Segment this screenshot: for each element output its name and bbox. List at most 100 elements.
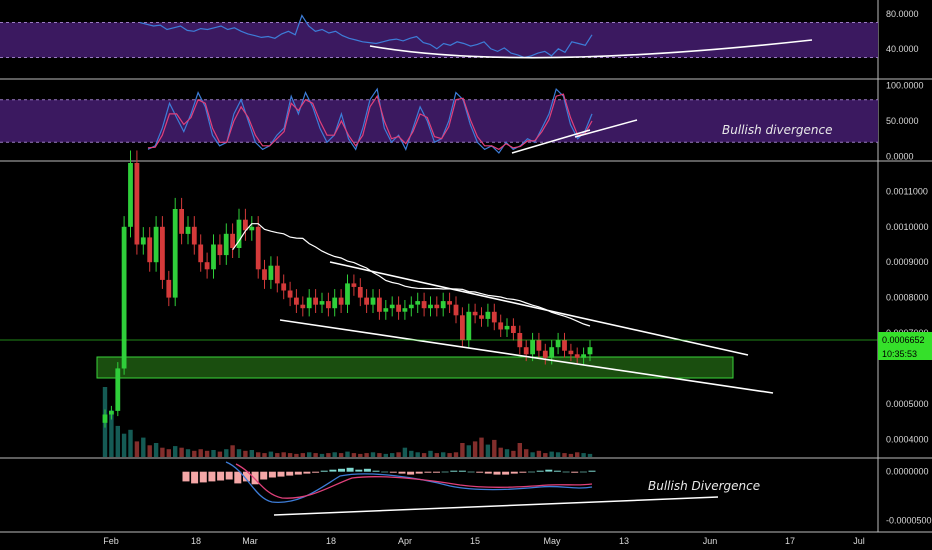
macd-histogram-bar [562, 471, 570, 473]
candle-body [434, 304, 440, 309]
price-pane [0, 150, 878, 457]
candle-body [402, 308, 408, 312]
volume-bar [166, 449, 171, 457]
candle-body [498, 322, 504, 330]
volume-bar [204, 450, 210, 457]
candle-body [147, 237, 153, 263]
rsi-trend-curve [369, 39, 813, 59]
macd-histogram-bar [433, 471, 440, 473]
volume-bar [198, 449, 203, 457]
volume-bar [307, 452, 312, 457]
countdown-value: 10:35:53 [882, 349, 917, 359]
date-label: 13 [619, 536, 629, 546]
volume-bar [249, 450, 254, 457]
stoch-divergence-line-2 [574, 119, 638, 138]
price-tick-label: 0.0005000 [886, 399, 929, 409]
candle-body [268, 265, 274, 280]
candle-body [262, 269, 267, 280]
volume-bar [562, 453, 567, 457]
volume-bar [402, 447, 408, 457]
macd-histogram-bar [467, 471, 475, 473]
candle-body [166, 279, 172, 298]
macd-histogram-bar [294, 471, 302, 475]
date-label: May [543, 536, 561, 546]
volume-bar [281, 452, 286, 457]
volume-bar [313, 453, 318, 457]
macd-histogram-bar [217, 471, 225, 481]
candle-body [326, 301, 331, 309]
candle-body [243, 219, 248, 231]
macd-histogram-bar [424, 471, 432, 473]
candle-body [383, 308, 389, 312]
candle-body [204, 262, 210, 270]
volume-bar [485, 444, 491, 457]
volume-bar [179, 447, 184, 457]
date-label: 18 [326, 536, 336, 546]
macd-histogram-bar [286, 471, 294, 476]
volume-bar [319, 453, 325, 457]
candle-body [294, 297, 299, 305]
volume-bar [383, 453, 388, 457]
rsi-tick-label: 80.0000 [886, 9, 919, 19]
stochastic-pane [0, 87, 878, 154]
volume-bar [326, 453, 331, 457]
macd-histogram-bar [441, 471, 449, 473]
volume-bar [109, 410, 114, 457]
volume-bar [364, 453, 369, 457]
candle-body [332, 297, 338, 309]
candle-body [511, 325, 516, 333]
candle-body [485, 311, 491, 319]
volume-bar [543, 453, 548, 457]
candle-body [491, 311, 497, 323]
last-price-value: 0.0006652 [882, 335, 925, 345]
macd-line [225, 461, 593, 503]
volume-bar [268, 451, 274, 457]
candle-body [351, 283, 357, 287]
macd-histogram-bar [381, 471, 389, 473]
candle-body [504, 325, 510, 330]
date-label: Jul [853, 536, 865, 546]
volume-bar [466, 445, 471, 457]
macd-histogram-bar [320, 470, 328, 472]
volume-bar [224, 449, 229, 457]
stoch-divergence-line-1 [511, 129, 591, 154]
macd-histogram-bar [415, 471, 423, 474]
volume-bar [294, 453, 299, 457]
macd-histogram-bar [493, 471, 501, 475]
macd-annotation: Bullish Divergence [648, 479, 760, 493]
macd-histogram-bar [553, 470, 561, 472]
channel-lower-line [279, 319, 774, 394]
macd-histogram-bar [579, 471, 587, 473]
stoch-band [0, 99, 878, 143]
candle-body [160, 226, 165, 280]
macd-pane [182, 461, 719, 516]
candle-body [377, 297, 382, 312]
macd-histogram-bar [398, 471, 406, 474]
volume-bar [479, 437, 484, 457]
macd-histogram-bar [208, 471, 216, 482]
volume-bar [434, 453, 439, 457]
volume-bar [396, 452, 401, 457]
volume-bar [370, 452, 376, 457]
volume-bar [409, 450, 414, 457]
volume-bar [377, 453, 382, 457]
macd-histogram-bar [510, 471, 518, 474]
volume-bar [134, 441, 140, 457]
candle-body [574, 354, 580, 358]
macd-histogram-bar [277, 471, 285, 477]
candle-body [542, 350, 548, 358]
volume-bar [141, 437, 146, 457]
candle-body [581, 354, 586, 358]
macd-histogram-bar [588, 470, 596, 472]
macd-tick-label: -0.0000500 [886, 515, 932, 525]
candle-body [415, 301, 421, 305]
stoch-tick-label: 100.0000 [886, 81, 924, 91]
signal-line [235, 463, 593, 499]
volume-bar [256, 452, 261, 457]
macd-histogram-bar [268, 471, 276, 478]
pane-separators [0, 0, 932, 533]
macd-histogram-bar [484, 471, 492, 474]
candle-body [274, 265, 280, 284]
macd-histogram-bar [191, 471, 199, 484]
